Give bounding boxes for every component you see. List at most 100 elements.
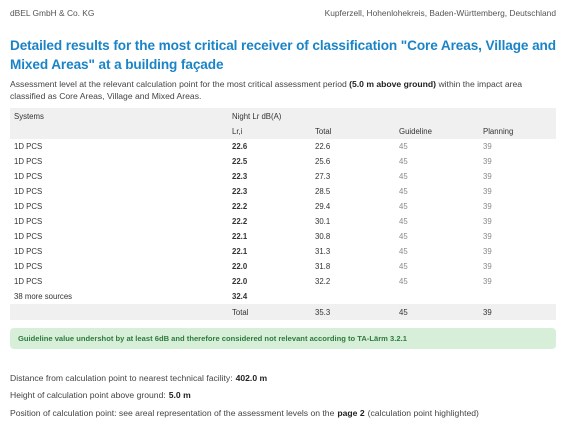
more-sources-lri: 32.4	[232, 292, 248, 301]
lri-cell: 22.3	[232, 172, 248, 181]
guideline-cell: 45	[399, 142, 408, 151]
fact-distance-value: 402.0 m	[235, 372, 268, 383]
guideline-cell: 45	[399, 187, 408, 196]
fact-distance: Distance from calculation point to neare…	[10, 369, 556, 387]
system-cell: 1D PCS	[14, 142, 43, 151]
col-group-header-night: Night Lr dB(A)	[228, 108, 556, 124]
lri-cell: 22.0	[232, 262, 248, 271]
lri-cell: 22.1	[232, 232, 248, 241]
col-header-planning: Planning	[479, 124, 556, 139]
page-header: dBEL GmbH & Co. KG Kupferzell, Hohenlohe…	[10, 6, 556, 20]
total-cell: 22.6	[315, 142, 331, 151]
guideline-cell: 45	[399, 202, 408, 211]
planning-cell: 39	[483, 247, 492, 256]
system-cell: 1D PCS	[14, 277, 43, 286]
table-row: 1D PCS 22.2 30.1 45 39	[10, 214, 556, 229]
total-cell: 29.4	[315, 202, 331, 211]
system-cell: 1D PCS	[14, 172, 43, 181]
empty-cell	[479, 289, 556, 304]
total-cell: 31.3	[315, 247, 331, 256]
fact-position-label: Position of calculation point: see areal…	[10, 407, 335, 418]
total-row-total: 35.3	[311, 304, 395, 320]
facts-list: Distance from calculation point to neare…	[10, 369, 556, 422]
table-row: 1D PCS 22.5 25.6 45 39	[10, 154, 556, 169]
system-cell: 1D PCS	[14, 232, 43, 241]
guideline-cell: 45	[399, 277, 408, 286]
more-sources-row: 38 more sources 32.4	[10, 289, 556, 304]
planning-cell: 39	[483, 262, 492, 271]
empty-cell	[311, 289, 395, 304]
planning-cell: 39	[483, 172, 492, 181]
intro-text-after: within the impact area classified as Cor…	[10, 79, 523, 101]
system-cell: 1D PCS	[14, 187, 43, 196]
intro-paragraph: Assessment level at the relevant calcula…	[10, 79, 556, 102]
fact-height-value: 5.0 m	[168, 390, 191, 401]
empty-cell	[10, 304, 228, 320]
planning-cell: 39	[483, 217, 492, 226]
planning-cell: 39	[483, 277, 492, 286]
table-subheader-row: Lr,i Total Guideline Planning	[10, 124, 556, 139]
system-cell: 1D PCS	[14, 247, 43, 256]
section-title: Detailed results for the most critical r…	[10, 38, 556, 72]
planning-cell: 39	[483, 232, 492, 241]
planning-cell: 39	[483, 202, 492, 211]
total-cell: 27.3	[315, 172, 331, 181]
col-header-systems: Systems	[10, 108, 228, 124]
col-header-lri: Lr,i	[228, 124, 311, 139]
lri-cell: 22.1	[232, 247, 248, 256]
total-cell: 30.8	[315, 232, 331, 241]
planning-cell: 39	[483, 142, 492, 151]
fact-distance-label: Distance from calculation point to neare…	[10, 372, 233, 383]
total-row: Total 35.3 45 39	[10, 304, 556, 320]
table-row: 1D PCS 22.6 22.6 45 39	[10, 139, 556, 154]
table-row: 1D PCS 22.3 28.5 45 39	[10, 184, 556, 199]
table-row: 1D PCS 22.0 31.8 45 39	[10, 259, 556, 274]
table-row: 1D PCS 22.3 27.3 45 39	[10, 169, 556, 184]
col-header-total: Total	[311, 124, 395, 139]
planning-cell: 39	[483, 157, 492, 166]
total-cell: 30.1	[315, 217, 331, 226]
lri-cell: 22.6	[232, 142, 248, 151]
guideline-cell: 45	[399, 247, 408, 256]
total-row-label: Total	[228, 304, 311, 320]
system-cell: 1D PCS	[14, 157, 43, 166]
guideline-cell: 45	[399, 262, 408, 271]
table-row: 1D PCS 22.2 29.4 45 39	[10, 199, 556, 214]
guideline-cell: 45	[399, 232, 408, 241]
results-table: Systems Night Lr dB(A) Lr,i Total Guidel…	[10, 108, 556, 320]
total-cell: 28.5	[315, 187, 331, 196]
fact-position-page: page 2	[337, 407, 365, 418]
empty-cell	[395, 289, 479, 304]
table-row: 1D PCS 22.1 31.3 45 39	[10, 244, 556, 259]
system-cell: 1D PCS	[14, 202, 43, 211]
total-cell: 31.8	[315, 262, 331, 271]
table-header-row: Systems Night Lr dB(A)	[10, 108, 556, 124]
col-header-guideline: Guideline	[395, 124, 479, 139]
system-cell: 1D PCS	[14, 217, 43, 226]
company-name: dBEL GmbH & Co. KG	[10, 8, 95, 18]
total-cell: 25.6	[315, 157, 331, 166]
more-sources-label: 38 more sources	[14, 292, 73, 301]
planning-cell: 39	[483, 187, 492, 196]
table-row: 1D PCS 22.1 30.8 45 39	[10, 229, 556, 244]
lri-cell: 22.3	[232, 187, 248, 196]
col-subheader-empty	[10, 124, 228, 139]
guideline-cell: 45	[399, 217, 408, 226]
guideline-cell: 45	[399, 172, 408, 181]
lri-cell: 22.2	[232, 202, 248, 211]
lri-cell: 22.2	[232, 217, 248, 226]
table-row: 1D PCS 22.0 32.2 45 39	[10, 274, 556, 289]
lri-cell: 22.0	[232, 277, 248, 286]
intro-text-before: Assessment level at the relevant calcula…	[10, 79, 347, 89]
guideline-notice: Guideline value undershot by at least 6d…	[10, 328, 556, 349]
fact-height: Height of calculation point above ground…	[10, 387, 556, 405]
guideline-cell: 45	[399, 157, 408, 166]
total-cell: 32.2	[315, 277, 331, 286]
total-row-guideline: 45	[395, 304, 479, 320]
fact-height-label: Height of calculation point above ground…	[10, 390, 166, 401]
total-row-planning: 39	[479, 304, 556, 320]
fact-position: Position of calculation point: see areal…	[10, 404, 556, 422]
fact-position-suffix: (calculation point highlighted)	[367, 407, 479, 418]
system-cell: 1D PCS	[14, 262, 43, 271]
